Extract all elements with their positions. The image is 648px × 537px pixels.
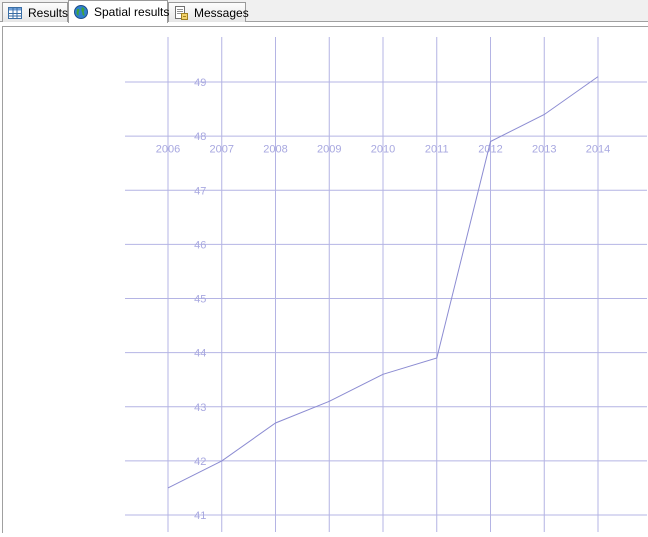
y-tick-label: 47 bbox=[194, 185, 206, 197]
spatial-line-chart[interactable]: 2006 2007 2008 2009 2010 2011 2012 2013 2014 414… bbox=[3, 27, 647, 532]
y-tick-label: 45 bbox=[194, 294, 206, 306]
spatial-viewer[interactable]: 2006 2007 2008 2009 2010 2011 2012 2013 2014 41 4… bbox=[2, 26, 648, 533]
data-series bbox=[167, 76, 599, 489]
x-tick-label: 2014 bbox=[586, 143, 610, 155]
globe-icon bbox=[73, 4, 89, 20]
y-tick-label: 44 bbox=[194, 348, 206, 360]
x-tick-label: 2010 bbox=[371, 143, 395, 155]
y-tick-label: 48 bbox=[194, 131, 206, 143]
x-tick-labels: 2006 2007 2008 2009 2010 2011 2012 2013 2014 bbox=[156, 143, 610, 155]
x-tick-label: 2009 bbox=[317, 143, 341, 155]
tab-spatial-results-label: Spatial results bbox=[94, 5, 170, 19]
x-tick-label: 2008 bbox=[263, 143, 287, 155]
x-tick-label: 2007 bbox=[210, 143, 234, 155]
tab-messages[interactable]: Messages bbox=[168, 2, 249, 22]
y-tick-labels: 41 42 43 44 45 46 47 48 49 bbox=[194, 77, 206, 522]
y-tick-label: 41 bbox=[194, 510, 206, 522]
grid-lines bbox=[125, 37, 647, 532]
tab-messages-label: Messages bbox=[194, 5, 249, 20]
y-tick-label: 49 bbox=[194, 77, 206, 89]
x-tick-label: 2012 bbox=[478, 143, 502, 155]
grid-icon bbox=[7, 5, 23, 21]
x-tick-label: 2006 bbox=[156, 143, 180, 155]
result-tabs: Results Spatial results Messages bbox=[0, 0, 648, 23]
y-tick-label: 46 bbox=[194, 239, 206, 251]
spatial-results-panel: 2006 2007 2008 2009 2010 2011 2012 2013 2014 41 4… bbox=[0, 22, 648, 533]
messages-icon bbox=[173, 5, 189, 21]
tab-results[interactable]: Results bbox=[2, 2, 68, 22]
tab-results-label: Results bbox=[28, 5, 69, 20]
x-tick-label: 2011 bbox=[425, 143, 449, 155]
y-tick-label: 43 bbox=[194, 402, 206, 414]
y-tick-label: 42 bbox=[194, 456, 206, 468]
tab-spatial-results[interactable]: Spatial results bbox=[68, 0, 170, 23]
series-line bbox=[167, 76, 599, 489]
x-tick-label: 2013 bbox=[532, 143, 556, 155]
